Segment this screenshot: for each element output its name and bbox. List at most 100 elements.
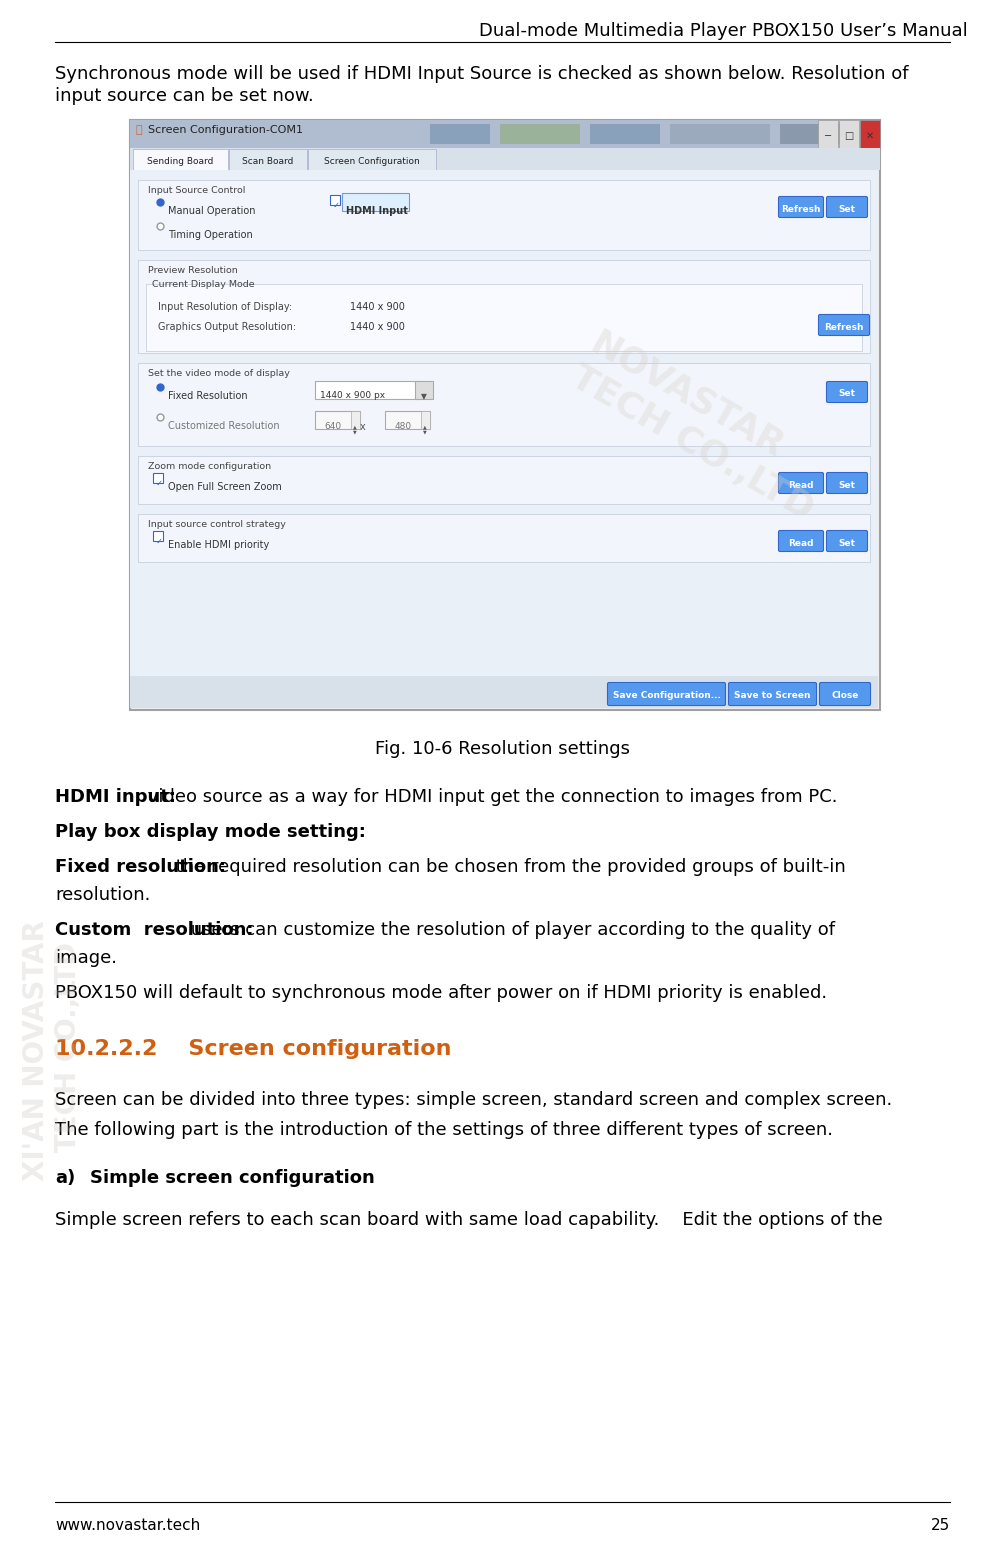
Text: ▲
▼: ▲ ▼ [353, 423, 357, 434]
Bar [138, 260, 870, 352]
Text: −: − [824, 131, 832, 141]
Text: Play box display mode setting:: Play box display mode setting: [55, 823, 366, 840]
FancyBboxPatch shape [826, 530, 867, 552]
Text: ▼: ▼ [421, 392, 427, 402]
Bar [415, 382, 433, 399]
Bar [500, 124, 580, 144]
Text: Screen can be divided into three types: simple screen, standard screen and compl: Screen can be divided into three types: … [55, 1091, 892, 1109]
Bar [430, 124, 490, 144]
FancyBboxPatch shape [779, 473, 823, 493]
Bar [138, 363, 870, 447]
Bar [130, 121, 880, 711]
FancyBboxPatch shape [607, 683, 726, 706]
Text: Fixed resolution:: Fixed resolution: [55, 857, 226, 876]
Text: ✓: ✓ [156, 479, 163, 488]
Text: Custom  resolution:: Custom resolution: [55, 921, 253, 939]
Bar [153, 473, 163, 484]
Text: Set: Set [838, 539, 855, 547]
Text: ✓: ✓ [333, 201, 340, 210]
FancyBboxPatch shape [826, 382, 867, 403]
Text: Input Resolution of Display:: Input Resolution of Display: [158, 301, 292, 312]
Bar [421, 411, 430, 430]
Bar [138, 567, 870, 674]
Bar [130, 170, 878, 708]
Text: Screen Configuration: Screen Configuration [325, 156, 420, 165]
Text: Simple screen configuration: Simple screen configuration [90, 1170, 375, 1187]
Text: Manual Operation: Manual Operation [168, 205, 255, 216]
Text: Current Display Mode: Current Display Mode [152, 280, 254, 289]
Text: Read: Read [788, 539, 814, 547]
Text: Save to Screen: Save to Screen [735, 692, 811, 700]
Text: ✓: ✓ [156, 538, 163, 545]
Bar [308, 148, 436, 170]
FancyBboxPatch shape [779, 530, 823, 552]
Text: video source as a way for HDMI input get the connection to images from PC.: video source as a way for HDMI input get… [142, 788, 837, 806]
Text: The following part is the introduction of the settings of three different types : The following part is the introduction o… [55, 1122, 833, 1139]
Bar [330, 195, 340, 205]
Text: Close: Close [831, 692, 858, 700]
Text: Set: Set [838, 204, 855, 213]
Text: www.novastar.tech: www.novastar.tech [55, 1519, 200, 1533]
Text: 1440 x 900: 1440 x 900 [350, 301, 405, 312]
Text: Synchronous mode will be used if HDMI Input Source is checked as shown below. Re: Synchronous mode will be used if HDMI In… [55, 65, 909, 83]
Bar [818, 121, 838, 148]
Text: Sending Board: Sending Board [148, 156, 214, 165]
Text: 480: 480 [394, 422, 412, 431]
Text: Dual-mode Multimedia Player PBOX150 User’s Manual: Dual-mode Multimedia Player PBOX150 User… [479, 22, 968, 40]
FancyBboxPatch shape [729, 683, 816, 706]
FancyBboxPatch shape [826, 196, 867, 218]
Text: the required resolution can be chosen from the provided groups of built-in: the required resolution can be chosen fr… [170, 857, 846, 876]
Bar [385, 411, 430, 430]
FancyBboxPatch shape [779, 196, 823, 218]
Text: Save Configuration...: Save Configuration... [613, 692, 721, 700]
Bar [138, 181, 870, 250]
Bar [590, 124, 660, 144]
Bar [315, 411, 360, 430]
Text: Set: Set [838, 389, 855, 399]
Text: 1440 x 900: 1440 x 900 [350, 321, 405, 332]
Text: Fig. 10-6 Resolution settings: Fig. 10-6 Resolution settings [375, 740, 630, 759]
Text: XI'AN NOVASTAR
   TECH CO.,LTD: XI'AN NOVASTAR TECH CO.,LTD [22, 921, 82, 1180]
FancyBboxPatch shape [826, 473, 867, 493]
Text: Enable HDMI priority: Enable HDMI priority [168, 541, 269, 550]
Bar [315, 382, 420, 399]
Text: ✕: ✕ [866, 131, 874, 141]
Text: HDMI input:: HDMI input: [55, 788, 176, 806]
Text: Fixed Resolution: Fixed Resolution [168, 391, 247, 402]
Text: HDMI Input: HDMI Input [346, 205, 408, 216]
Text: Set: Set [838, 480, 855, 490]
Text: ▲
▼: ▲ ▼ [423, 423, 427, 434]
Text: x: x [360, 422, 366, 433]
FancyBboxPatch shape [342, 193, 409, 212]
Text: 1440 x 900 px: 1440 x 900 px [320, 391, 385, 400]
Text: 25: 25 [931, 1519, 950, 1533]
Text: Customized Resolution: Customized Resolution [168, 420, 279, 431]
Text: NOVASTAR
TECH CO.,LTD: NOVASTAR TECH CO.,LTD [565, 326, 839, 527]
Text: PBOX150 will default to synchronous mode after power on if HDMI priority is enab: PBOX150 will default to synchronous mode… [55, 984, 827, 1003]
Bar [146, 284, 862, 351]
Bar [130, 121, 880, 148]
Text: image.: image. [55, 949, 117, 967]
Text: ⬛: ⬛ [136, 125, 143, 134]
Text: Zoom mode configuration: Zoom mode configuration [148, 462, 271, 471]
Bar [670, 124, 770, 144]
FancyBboxPatch shape [818, 315, 869, 335]
Text: 10.2.2.2    Screen configuration: 10.2.2.2 Screen configuration [55, 1038, 451, 1058]
Text: a): a) [55, 1170, 75, 1187]
Bar [138, 456, 870, 504]
Text: Timing Operation: Timing Operation [168, 230, 252, 239]
Bar [780, 124, 840, 144]
Text: Set the video mode of display: Set the video mode of display [148, 369, 289, 379]
Text: Refresh: Refresh [781, 204, 821, 213]
Text: □: □ [844, 131, 853, 141]
Text: resolution.: resolution. [55, 885, 151, 904]
Bar [229, 148, 307, 170]
Text: Refresh: Refresh [824, 323, 863, 332]
Text: Simple screen refers to each scan board with same load capability.    Edit the o: Simple screen refers to each scan board … [55, 1211, 882, 1228]
Text: input source can be set now.: input source can be set now. [55, 87, 314, 105]
Text: Open Full Screen Zoom: Open Full Screen Zoom [168, 482, 281, 491]
Bar [839, 121, 859, 148]
Bar [351, 411, 360, 430]
Bar [130, 148, 880, 170]
Text: Input source control strategy: Input source control strategy [148, 521, 285, 528]
